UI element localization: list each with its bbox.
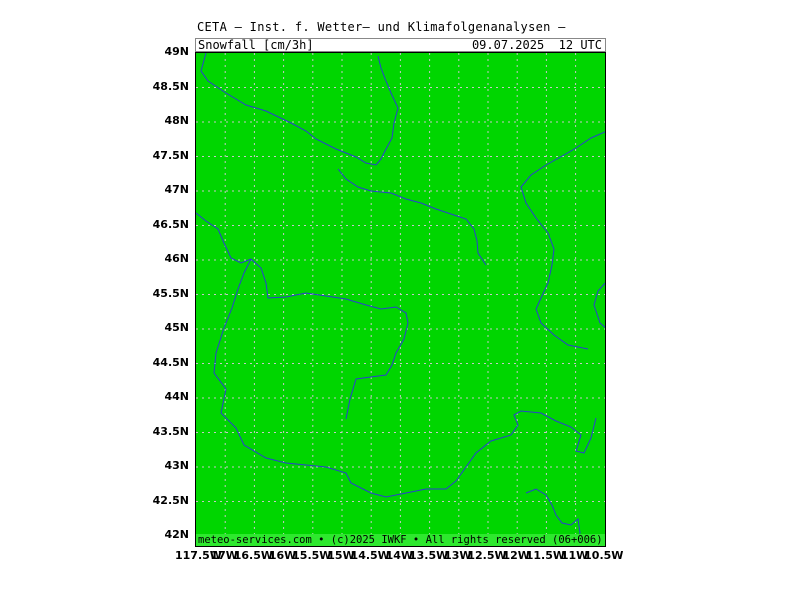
longitude-tick-label: 16.5W — [233, 549, 274, 562]
latitude-tick-label: 47.5N — [152, 148, 189, 162]
latitude-tick-label: 49N — [164, 45, 189, 58]
longitude-tick-label: 15W — [327, 549, 355, 562]
map-panel: meteo-services.com • (c)2025 IWKF • All … — [195, 52, 606, 547]
western-bay-line — [196, 212, 409, 420]
latitude-tick-label: 43.5N — [152, 424, 189, 438]
longitude-tick-label: 15.5W — [292, 549, 332, 562]
southwest-coast-line — [213, 258, 597, 498]
latitude-tick-label: 42N — [164, 528, 189, 541]
longitude-tick-label: 10.5W — [584, 549, 624, 562]
south-island-line — [525, 488, 581, 546]
latitude-tick-label: 47N — [164, 183, 189, 196]
latitude-tick-label: 43N — [164, 459, 189, 472]
longitude-tick-label: 13W — [444, 549, 472, 562]
longitude-tick-label: 11W — [560, 549, 589, 562]
subtitle-bar: Snowfall [cm/3h] 09.07.2025 12 UTC — [195, 38, 606, 52]
graticule — [196, 53, 605, 546]
longitude-tick-label: 12W — [502, 549, 530, 562]
latitude-tick-label: 48N — [164, 114, 189, 127]
map-title: CETA — Inst. f. Wetter— und Klimafolgena… — [197, 20, 566, 34]
copyright-footer: meteo-services.com • (c)2025 IWKF • All … — [196, 534, 605, 546]
longitude-tick-label: 117.5W — [175, 549, 222, 562]
longitude-tick-label: 16W — [268, 549, 297, 562]
longitude-tick-label: 14W — [385, 549, 414, 562]
inlet-line — [337, 168, 487, 266]
longitude-tick-label: 13.5W — [408, 549, 449, 562]
latitude-tick-label: 44.5N — [152, 355, 189, 369]
latitude-tick-label: 46.5N — [152, 217, 189, 231]
latitude-tick-label: 46N — [164, 252, 189, 265]
latitude-tick-label: 45.5N — [152, 286, 189, 300]
latitude-tick-label: 45N — [164, 321, 189, 334]
valid-time: 09.07.2025 12 UTC — [471, 38, 602, 52]
eastern-coast-line — [520, 131, 605, 350]
longitude-tick-label: 12.5W — [467, 549, 507, 562]
coastlines — [196, 53, 605, 546]
map-canvas — [196, 53, 605, 546]
field-label: Snowfall [cm/3h] — [198, 38, 314, 52]
longitude-tick-label: 11.5W — [525, 549, 566, 562]
longitude-tick-label: 17W — [210, 549, 238, 562]
latitude-tick-label: 42.5N — [152, 493, 189, 507]
northern-coast-line — [200, 53, 399, 166]
longitude-tick-label: 14.5W — [350, 549, 390, 562]
far-east-line — [593, 282, 605, 328]
latitude-tick-label: 48.5N — [152, 79, 189, 93]
latitude-tick-label: 44N — [164, 390, 189, 403]
